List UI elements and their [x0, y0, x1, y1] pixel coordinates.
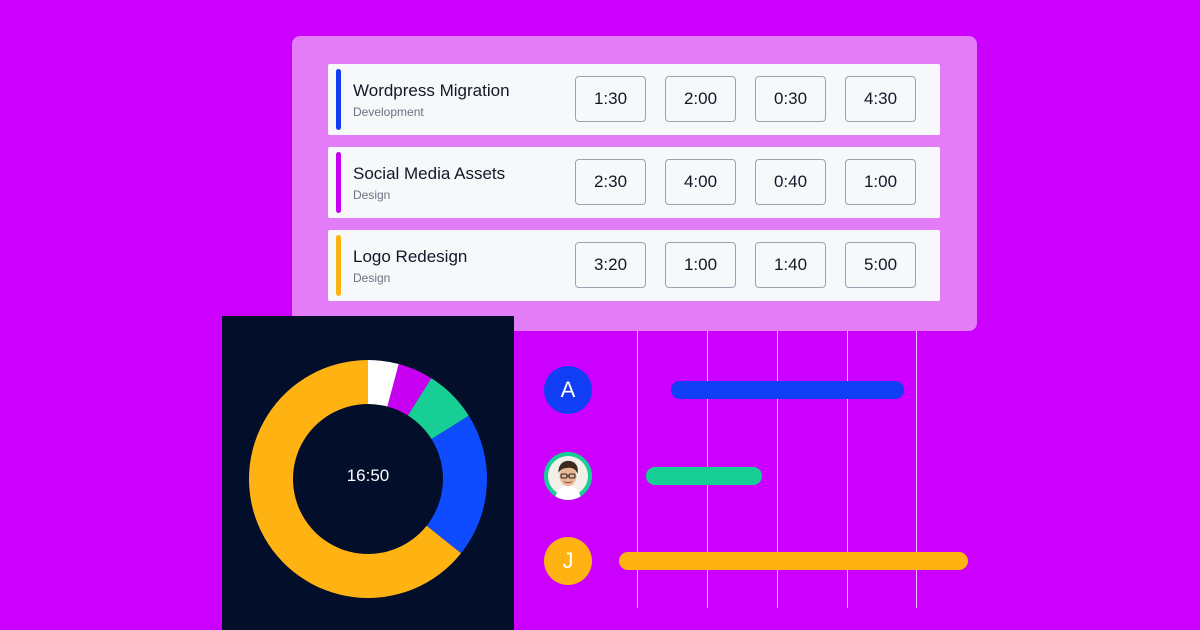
donut-chart-panel — [222, 316, 514, 630]
time-entry-cell[interactable]: 2:30 — [575, 159, 646, 205]
timesheet-card: Wordpress Migration Development 1:30 2:0… — [292, 36, 977, 331]
task-row-wordpress-migration[interactable]: Wordpress Migration Development 1:30 2:0… — [328, 64, 940, 135]
time-entry-cell[interactable]: 4:30 — [845, 76, 916, 122]
time-entry-cell[interactable]: 1:00 — [845, 159, 916, 205]
avatar-initial: J — [562, 548, 574, 573]
donut-total-label: 16:50 — [346, 466, 390, 485]
avatar-photo[interactable] — [544, 452, 592, 500]
avatar-initial: A — [560, 377, 576, 402]
time-entry-cell[interactable]: 2:00 — [665, 76, 736, 122]
timeline-grid-line — [777, 331, 778, 608]
time-entry-cell[interactable]: 4:00 — [665, 159, 736, 205]
time-entry-cell[interactable]: 1:30 — [575, 76, 646, 122]
task-color-marker — [336, 69, 341, 130]
timeline-grid-line — [847, 331, 848, 608]
timeline-bar-j[interactable] — [619, 552, 968, 570]
task-title: Logo Redesign — [353, 247, 468, 266]
task-category: Development — [353, 105, 424, 119]
donut-segment — [407, 378, 469, 440]
task-row-logo-redesign[interactable]: Logo Redesign Design 3:20 1:00 1:40 5:00 — [328, 230, 940, 301]
time-entry-cell[interactable]: 1:00 — [665, 242, 736, 288]
task-title: Wordpress Migration — [353, 81, 510, 100]
time-entry-cell[interactable]: 0:30 — [755, 76, 826, 122]
task-title: Social Media Assets — [353, 164, 506, 183]
time-entry-cell[interactable]: 0:40 — [755, 159, 826, 205]
timeline-grid-line — [637, 331, 638, 608]
donut-segment — [249, 360, 462, 598]
time-entry-cell[interactable]: 3:20 — [575, 242, 646, 288]
timeline-bar-photo-user[interactable] — [646, 467, 762, 485]
task-color-marker — [336, 152, 341, 213]
portrait-icon — [544, 452, 592, 500]
avatar-a[interactable]: A — [544, 366, 592, 414]
timeline-grid-line — [916, 331, 917, 608]
task-category: Design — [353, 271, 391, 285]
task-row-social-media-assets[interactable]: Social Media Assets Design 2:30 4:00 0:4… — [328, 147, 940, 218]
avatar-j[interactable]: J — [544, 537, 592, 585]
timeline-bar-a[interactable] — [671, 381, 904, 399]
donut-segment — [426, 415, 487, 554]
donut-chart — [249, 360, 487, 598]
task-category: Design — [353, 188, 391, 202]
donut-segment — [387, 364, 432, 416]
donut-segment — [368, 360, 399, 407]
time-entry-cell[interactable]: 1:40 — [755, 242, 826, 288]
time-entry-cell[interactable]: 5:00 — [845, 242, 916, 288]
task-color-marker — [336, 235, 341, 296]
